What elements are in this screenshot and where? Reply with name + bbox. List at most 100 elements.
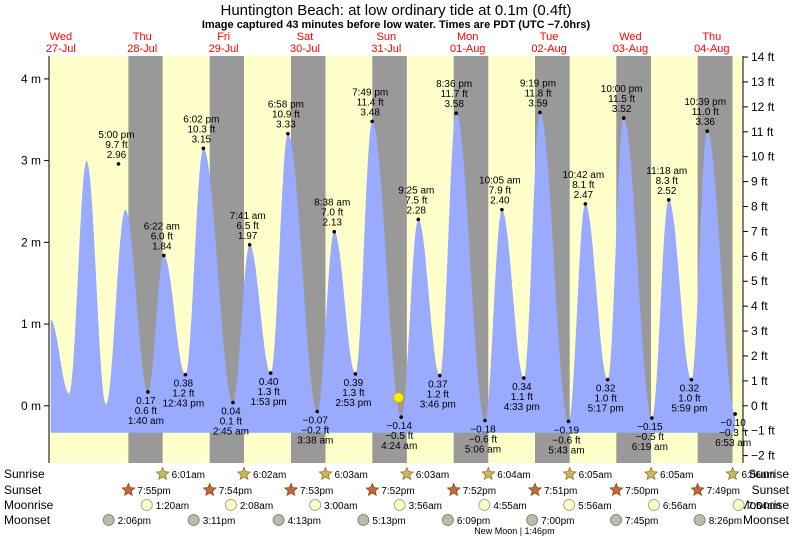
astro-time: 1:20am (156, 501, 189, 512)
tide-event-m: 3.58 (444, 99, 464, 110)
tide-event-m: 2.28 (407, 205, 427, 216)
tide-point-low (566, 419, 571, 424)
right-tick-label: 9 ft (751, 175, 768, 189)
tide-event-time: 4:24 am (381, 441, 417, 452)
tide-event-ft: 11.8 ft (524, 88, 551, 99)
tide-event-ft: 6.5 ft (237, 221, 259, 232)
astro-row-label-left: Moonset (4, 513, 51, 527)
current-level-marker (393, 392, 405, 404)
day-name: Thu (133, 31, 152, 43)
tide-point-high (621, 116, 626, 120)
tide-event-ft: 0.6 ft (135, 406, 157, 417)
astro-time: 7:55pm (137, 486, 170, 497)
tide-event-ft: 10.3 ft (187, 124, 215, 135)
tide-event-ft: 1.0 ft (678, 394, 700, 405)
tide-event-m: 3.48 (360, 107, 380, 118)
tide-event-ft: 1.3 ft (258, 387, 280, 398)
tide-event-time: 5:59 pm (671, 404, 707, 415)
sunrise-icon (155, 466, 170, 481)
sunrise-icon (481, 466, 496, 481)
tide-point-high (247, 242, 252, 247)
right-tick-label: −1 ft (751, 424, 775, 438)
tide-event-m: 3.33 (276, 120, 296, 131)
sunset-icon (690, 482, 705, 497)
astro-time: 7:50pm (625, 486, 658, 497)
sunrise-icon (725, 466, 740, 481)
astro-row-label-right: Moonrise (740, 498, 790, 512)
tide-event-time: 1:40 am (128, 416, 164, 427)
tide-point-high (666, 198, 671, 202)
tide-event-ft: 9.7 ft (105, 140, 127, 151)
moon-phase-label: New Moon | 1:46pm (474, 526, 554, 536)
tide-point-high (116, 162, 121, 166)
astro-time: 7:51pm (544, 486, 577, 497)
astro-table: Sunrise Sunrise 6:01am 6:02am 6:03am 6:03am 6:… (4, 466, 790, 536)
moonset-icon (610, 514, 622, 526)
tide-event-time: 2:45 am (213, 427, 249, 438)
astro-time: 5:13pm (372, 516, 405, 527)
right-tick-label: 3 ft (751, 324, 768, 338)
tide-point-low (733, 412, 737, 416)
tide-point-low (605, 377, 610, 382)
astro-time: 8:26pm (709, 516, 742, 527)
astro-row-label-left: Moonrise (4, 498, 54, 512)
tide-event-ft: −0.5 ft (636, 432, 664, 443)
right-tick-label: 11 ft (751, 125, 774, 139)
tide-point-high (162, 253, 166, 258)
tide-event-ft: 0.1 ft (220, 417, 242, 428)
right-tick-label: 0 ft (751, 399, 768, 413)
astro-time: 7:53pm (300, 486, 333, 497)
right-tick-label: 2 ft (751, 349, 768, 363)
day-date: 31-Jul (371, 43, 401, 55)
astro-row-label-right: Sunset (752, 483, 790, 497)
tide-event-time: 10:05 am (479, 176, 521, 187)
left-tick-label: 2 m (21, 235, 41, 249)
sunset-icon (446, 482, 461, 497)
right-tick-label: 4 ft (751, 299, 768, 313)
tide-point-low (231, 400, 235, 405)
astro-time: 5:56am (578, 501, 611, 512)
tide-point-low (353, 372, 358, 376)
astro-time: 6:56am (663, 501, 696, 512)
tide-event-time: 10:00 pm (601, 84, 643, 95)
astro-time: 7:00pm (541, 516, 574, 527)
tide-event-ft: 7.0 ft (321, 208, 343, 219)
left-tick-label: 3 m (21, 154, 41, 168)
sunrise-icon (236, 466, 252, 481)
astro-time: 7:52pm (381, 486, 414, 497)
moonrise-icon (224, 499, 237, 511)
right-tick-label: 14 ft (751, 50, 775, 64)
day-date: 29-Jul (209, 43, 239, 55)
sunrise-icon (318, 466, 333, 481)
day-name: Mon (457, 31, 478, 43)
tide-event-time: 3:46 pm (420, 400, 456, 411)
right-tick-label: −2 ft (751, 449, 775, 463)
tide-event-time: 8:36 pm (436, 79, 472, 90)
tide-point-high (583, 202, 588, 206)
astro-time: 4:13pm (288, 516, 321, 527)
tide-event-ft: −0.3 ft (719, 428, 747, 439)
day-date: 28-Jul (127, 43, 157, 55)
tide-event-time: 11:18 am (646, 166, 687, 177)
tide-event-ft: 8.1 ft (572, 180, 594, 191)
day-name: Wed (50, 31, 72, 43)
chart-title: Huntington Beach: at low ordinary tide a… (220, 2, 571, 19)
tide-event-time: 3:38 am (297, 436, 333, 447)
astro-time: 6:06am (741, 470, 774, 481)
day-date: 03-Aug (613, 43, 648, 55)
tide-event-ft: 1.3 ft (342, 388, 364, 399)
astro-time: 6:03am (416, 470, 449, 481)
tide-point-low (315, 409, 320, 414)
astro-row-label-right: Sunrise (748, 467, 789, 481)
tide-event-time: 5:06 am (465, 445, 501, 456)
tide-point-low (483, 418, 487, 423)
day-date: 04-Aug (694, 43, 729, 55)
tide-event-ft: 8.3 ft (656, 176, 678, 187)
tide-event-m: 2.13 (322, 218, 342, 229)
tide-point-low (268, 371, 273, 375)
moonrise-icon (732, 499, 745, 511)
tide-event-m: 0.04 (221, 407, 241, 418)
tide-area (50, 112, 736, 433)
sunset-icon (609, 482, 624, 497)
